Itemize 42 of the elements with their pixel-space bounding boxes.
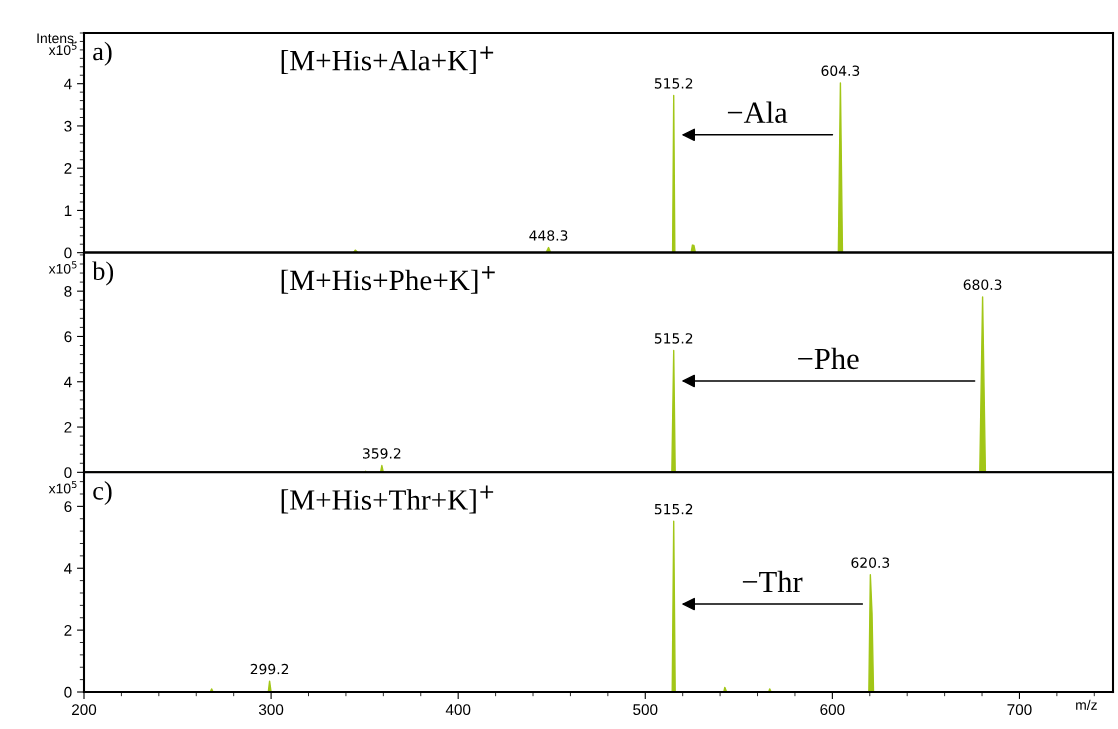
y-tick-label: 1 [64, 205, 72, 216]
chart-title: [M+His+Phe+K]$^{+}$ [281, 265, 495, 294]
chart-title: [M+His+Thr+K]$^{+}$ [281, 485, 494, 514]
annotation: −Phe [798, 347, 859, 370]
x-tick-label: 200 [72, 704, 97, 716]
y-tick-label: 8 [64, 286, 72, 297]
annotation: −Ala [727, 101, 788, 124]
x-tick-label: 300 [258, 704, 284, 716]
annotation: 604.3 [821, 65, 860, 76]
y-tick-label: 4 [64, 376, 72, 388]
y-tick-label: 2 [64, 624, 72, 636]
annotation: b) [92, 261, 114, 286]
y-tick-label: 2 [64, 421, 72, 433]
y-axis-title: x10$^{5}$ [48, 480, 77, 494]
y-axis-title: x10$^{5}$ [48, 261, 77, 274]
annotation: a) [93, 41, 112, 66]
chart-title: [M+His+Ala+K]$^{+}$ [281, 46, 494, 75]
annotation: 680.3 [963, 279, 1002, 290]
annotation: 515.2 [654, 503, 693, 515]
annotation: 515.2 [654, 333, 693, 344]
x-tick-label: 700 [1007, 704, 1032, 716]
x-tick-label: 600 [820, 704, 845, 716]
annotation: 515.2 [654, 78, 693, 89]
y-tick-label: 4 [64, 563, 72, 574]
annotation: 359.2 [363, 448, 401, 459]
x-axis-title: m/z [1076, 699, 1097, 710]
y-tick-label: 3 [64, 120, 72, 132]
annotation: −Thr [742, 570, 803, 592]
annotation: c) [93, 481, 112, 506]
x-tick-label: 400 [445, 704, 471, 716]
y-tick-label: 4 [64, 78, 72, 90]
y-tick-label: 6 [64, 331, 72, 343]
y-tick-label: 0 [64, 247, 72, 259]
y-tick-label: 0 [64, 467, 72, 479]
y-tick-label: 0 [64, 686, 72, 698]
annotation: 299.2 [250, 663, 289, 675]
annotation: 620.3 [851, 557, 890, 568]
y-tick-label: 2 [64, 163, 72, 174]
y-tick-label: 6 [64, 501, 72, 513]
x-tick-label: 500 [633, 704, 658, 716]
annotation: 448.3 [529, 230, 568, 241]
y-axis-title: Intens. x10$^{5}$ [37, 33, 77, 56]
